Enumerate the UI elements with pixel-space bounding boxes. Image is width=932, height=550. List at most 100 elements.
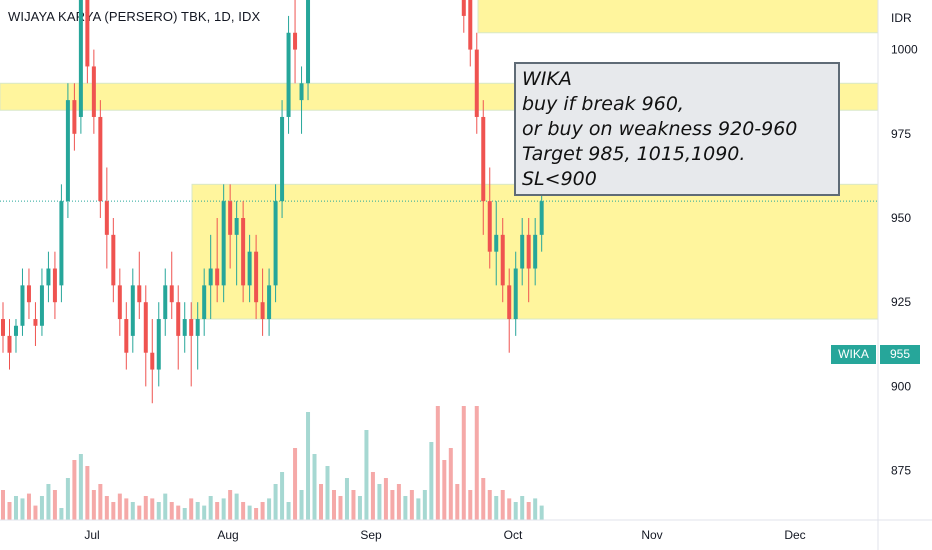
- volume-bar: [163, 493, 168, 520]
- candle-body: [507, 285, 512, 320]
- volume-bar: [286, 502, 291, 520]
- volume-bar: [383, 478, 388, 520]
- note-line-3: or buy on weakness 920-960: [522, 118, 798, 140]
- volume-bar: [481, 478, 486, 520]
- candle-body: [474, 49, 479, 117]
- volume-bar: [293, 448, 298, 520]
- volume-bar: [26, 493, 31, 520]
- volume-bar: [78, 454, 83, 520]
- candle-body: [46, 268, 51, 286]
- volume-bar: [273, 484, 278, 520]
- volume-bar: [7, 502, 12, 520]
- volume-bar: [468, 490, 473, 520]
- y-tick-label: 950: [891, 211, 911, 225]
- y-tick-label: 900: [891, 379, 911, 393]
- candle-body: [169, 285, 174, 303]
- candle-body: [215, 268, 220, 286]
- volume-bar: [474, 406, 479, 520]
- volume-bar: [487, 490, 492, 520]
- candle-body: [150, 352, 155, 370]
- volume-bar: [241, 502, 246, 520]
- volume-bar: [448, 448, 453, 520]
- candle-body: [293, 32, 298, 50]
- volume-bar: [325, 466, 330, 520]
- volume-bar: [526, 502, 531, 520]
- candle-body: [306, 0, 311, 84]
- candle-body: [526, 234, 531, 269]
- candle-body: [494, 234, 499, 252]
- volume-bar: [52, 490, 57, 520]
- volume-bar: [98, 484, 103, 520]
- candle-body: [182, 319, 187, 336]
- volume-bar: [176, 505, 181, 520]
- volume-bar: [455, 484, 460, 520]
- volume-bar: [156, 502, 161, 520]
- volume-bar: [260, 502, 265, 520]
- volume-bar: [539, 505, 544, 520]
- chart-title: WIJAYA KARYA (PERSERO) TBK, 1D, IDX: [8, 9, 261, 24]
- volume-bar: [377, 484, 382, 520]
- candle-body: [13, 325, 18, 336]
- candle-body: [130, 285, 135, 336]
- volume-bar: [72, 460, 77, 520]
- candle-body: [72, 100, 77, 134]
- candle-body: [156, 319, 161, 370]
- candle-body: [98, 116, 103, 202]
- candle-body: [468, 0, 473, 50]
- candle-body: [78, 0, 83, 117]
- candle-body: [39, 285, 44, 326]
- volume-bar: [111, 502, 116, 520]
- candle-body: [247, 251, 252, 286]
- x-tick-label: Aug: [217, 528, 238, 542]
- volume-bar: [533, 498, 538, 520]
- candle-body: [202, 285, 207, 320]
- volume-bar: [357, 496, 362, 520]
- volume-bar: [130, 502, 135, 520]
- volume-bar: [215, 502, 220, 520]
- candle-body: [280, 116, 285, 202]
- volume-bar: [429, 442, 434, 520]
- volume-bar: [182, 508, 187, 520]
- candle-body: [208, 268, 213, 286]
- volume-bar: [312, 454, 317, 520]
- volume-bar: [117, 493, 122, 520]
- candle-body: [241, 218, 246, 286]
- volume-bar: [234, 493, 239, 520]
- candle-body: [234, 218, 239, 235]
- y-tick-label: 1000: [891, 43, 918, 57]
- volume-bar: [46, 484, 51, 520]
- candle-body: [299, 83, 304, 101]
- volume-bar: [20, 498, 25, 520]
- candle-body: [267, 285, 272, 320]
- currency-label: IDR: [891, 11, 912, 25]
- candle-body: [189, 319, 194, 336]
- candle-body: [85, 0, 90, 67]
- annotation-box[interactable]: WIKA buy if break 960, or buy on weaknes…: [514, 62, 840, 196]
- volume-bar: [85, 466, 90, 520]
- candle-body: [481, 116, 486, 202]
- candle-body: [111, 234, 116, 286]
- volume-bar: [331, 490, 336, 520]
- y-tick-label: 925: [891, 295, 911, 309]
- candle-body: [260, 302, 265, 320]
- candle-body: [520, 234, 525, 269]
- volume-bar: [520, 496, 525, 520]
- volume-bar: [267, 498, 272, 520]
- candle-body: [20, 285, 25, 326]
- y-tick-label: 875: [891, 464, 911, 478]
- x-tick-label: Oct: [504, 528, 523, 542]
- volume-bar: [319, 484, 324, 520]
- volume-bar: [137, 505, 142, 520]
- volume-bar: [364, 430, 369, 520]
- candle-body: [33, 319, 38, 326]
- candle-body: [221, 201, 226, 286]
- volume-bar: [344, 478, 349, 520]
- volume-bar: [150, 498, 155, 520]
- volume-bar: [143, 496, 148, 520]
- zone-band: [477, 0, 879, 34]
- candle-body: [195, 319, 200, 336]
- x-tick-label: Nov: [641, 528, 662, 542]
- candle-body: [286, 32, 291, 117]
- candle-body: [176, 302, 181, 336]
